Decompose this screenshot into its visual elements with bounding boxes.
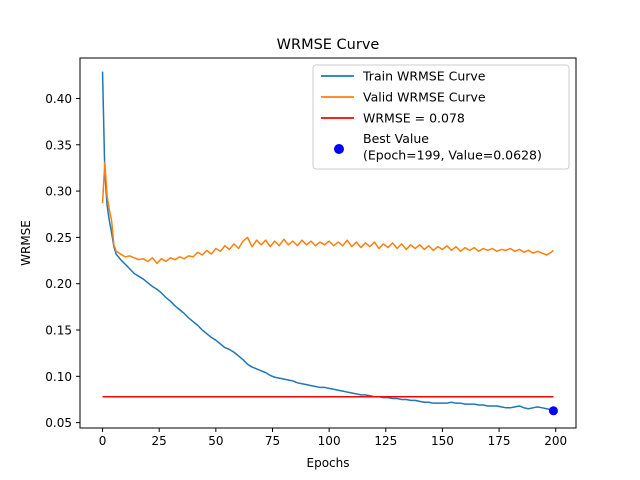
train-wrmse-line: [101, 71, 554, 412]
valid-wrmse-line: [101, 161, 554, 265]
legend-label-best-line2: (Epoch=199, Value=0.0628): [363, 148, 542, 163]
y-tick-label: 0.20: [45, 277, 72, 291]
y-axis-ticks: 0.05 0.10 0.15 0.20 0.25 0.30 0.35 0.40: [45, 92, 80, 430]
x-tick-label: 25: [152, 434, 167, 448]
legend-label-threshold: WRMSE = 0.078: [363, 111, 465, 126]
x-tick-label: 100: [318, 434, 341, 448]
chart-title: WRMSE Curve: [277, 37, 380, 53]
x-tick-label: 50: [208, 434, 223, 448]
legend-label-train: Train WRMSE Curve: [362, 69, 486, 84]
legend-box: [312, 64, 570, 170]
x-tick-label: 0: [99, 434, 107, 448]
y-tick-label: 0.05: [45, 416, 72, 430]
x-axis-label: Epochs: [307, 456, 350, 470]
x-tick-label: 75: [265, 434, 280, 448]
x-tick-label: 150: [431, 434, 454, 448]
y-tick-label: 0.15: [45, 324, 72, 338]
y-tick-label: 0.30: [45, 185, 72, 199]
legend-label-best-line1: Best Value: [363, 131, 429, 146]
best-value-marker: [548, 406, 558, 416]
y-tick-label: 0.10: [45, 370, 72, 384]
legend-marker-best: [334, 144, 344, 154]
legend: Train WRMSE Curve Valid WRMSE Curve WRMS…: [312, 64, 570, 170]
y-tick-label: 0.40: [45, 92, 72, 106]
x-tick-label: 200: [544, 434, 567, 448]
x-axis-ticks: 0 25 50 75 100 125 150 175 200: [99, 428, 567, 448]
plot-frame: [79, 57, 577, 429]
best-value-marker-group: [548, 406, 558, 416]
x-tick-label: 175: [488, 434, 511, 448]
y-tick-label: 0.35: [45, 138, 72, 152]
series-lines: [101, 71, 554, 412]
y-axis-label: WRMSE: [19, 220, 33, 266]
x-tick-label: 125: [374, 434, 397, 448]
legend-label-valid: Valid WRMSE Curve: [363, 90, 486, 105]
y-tick-label: 0.25: [45, 231, 72, 245]
